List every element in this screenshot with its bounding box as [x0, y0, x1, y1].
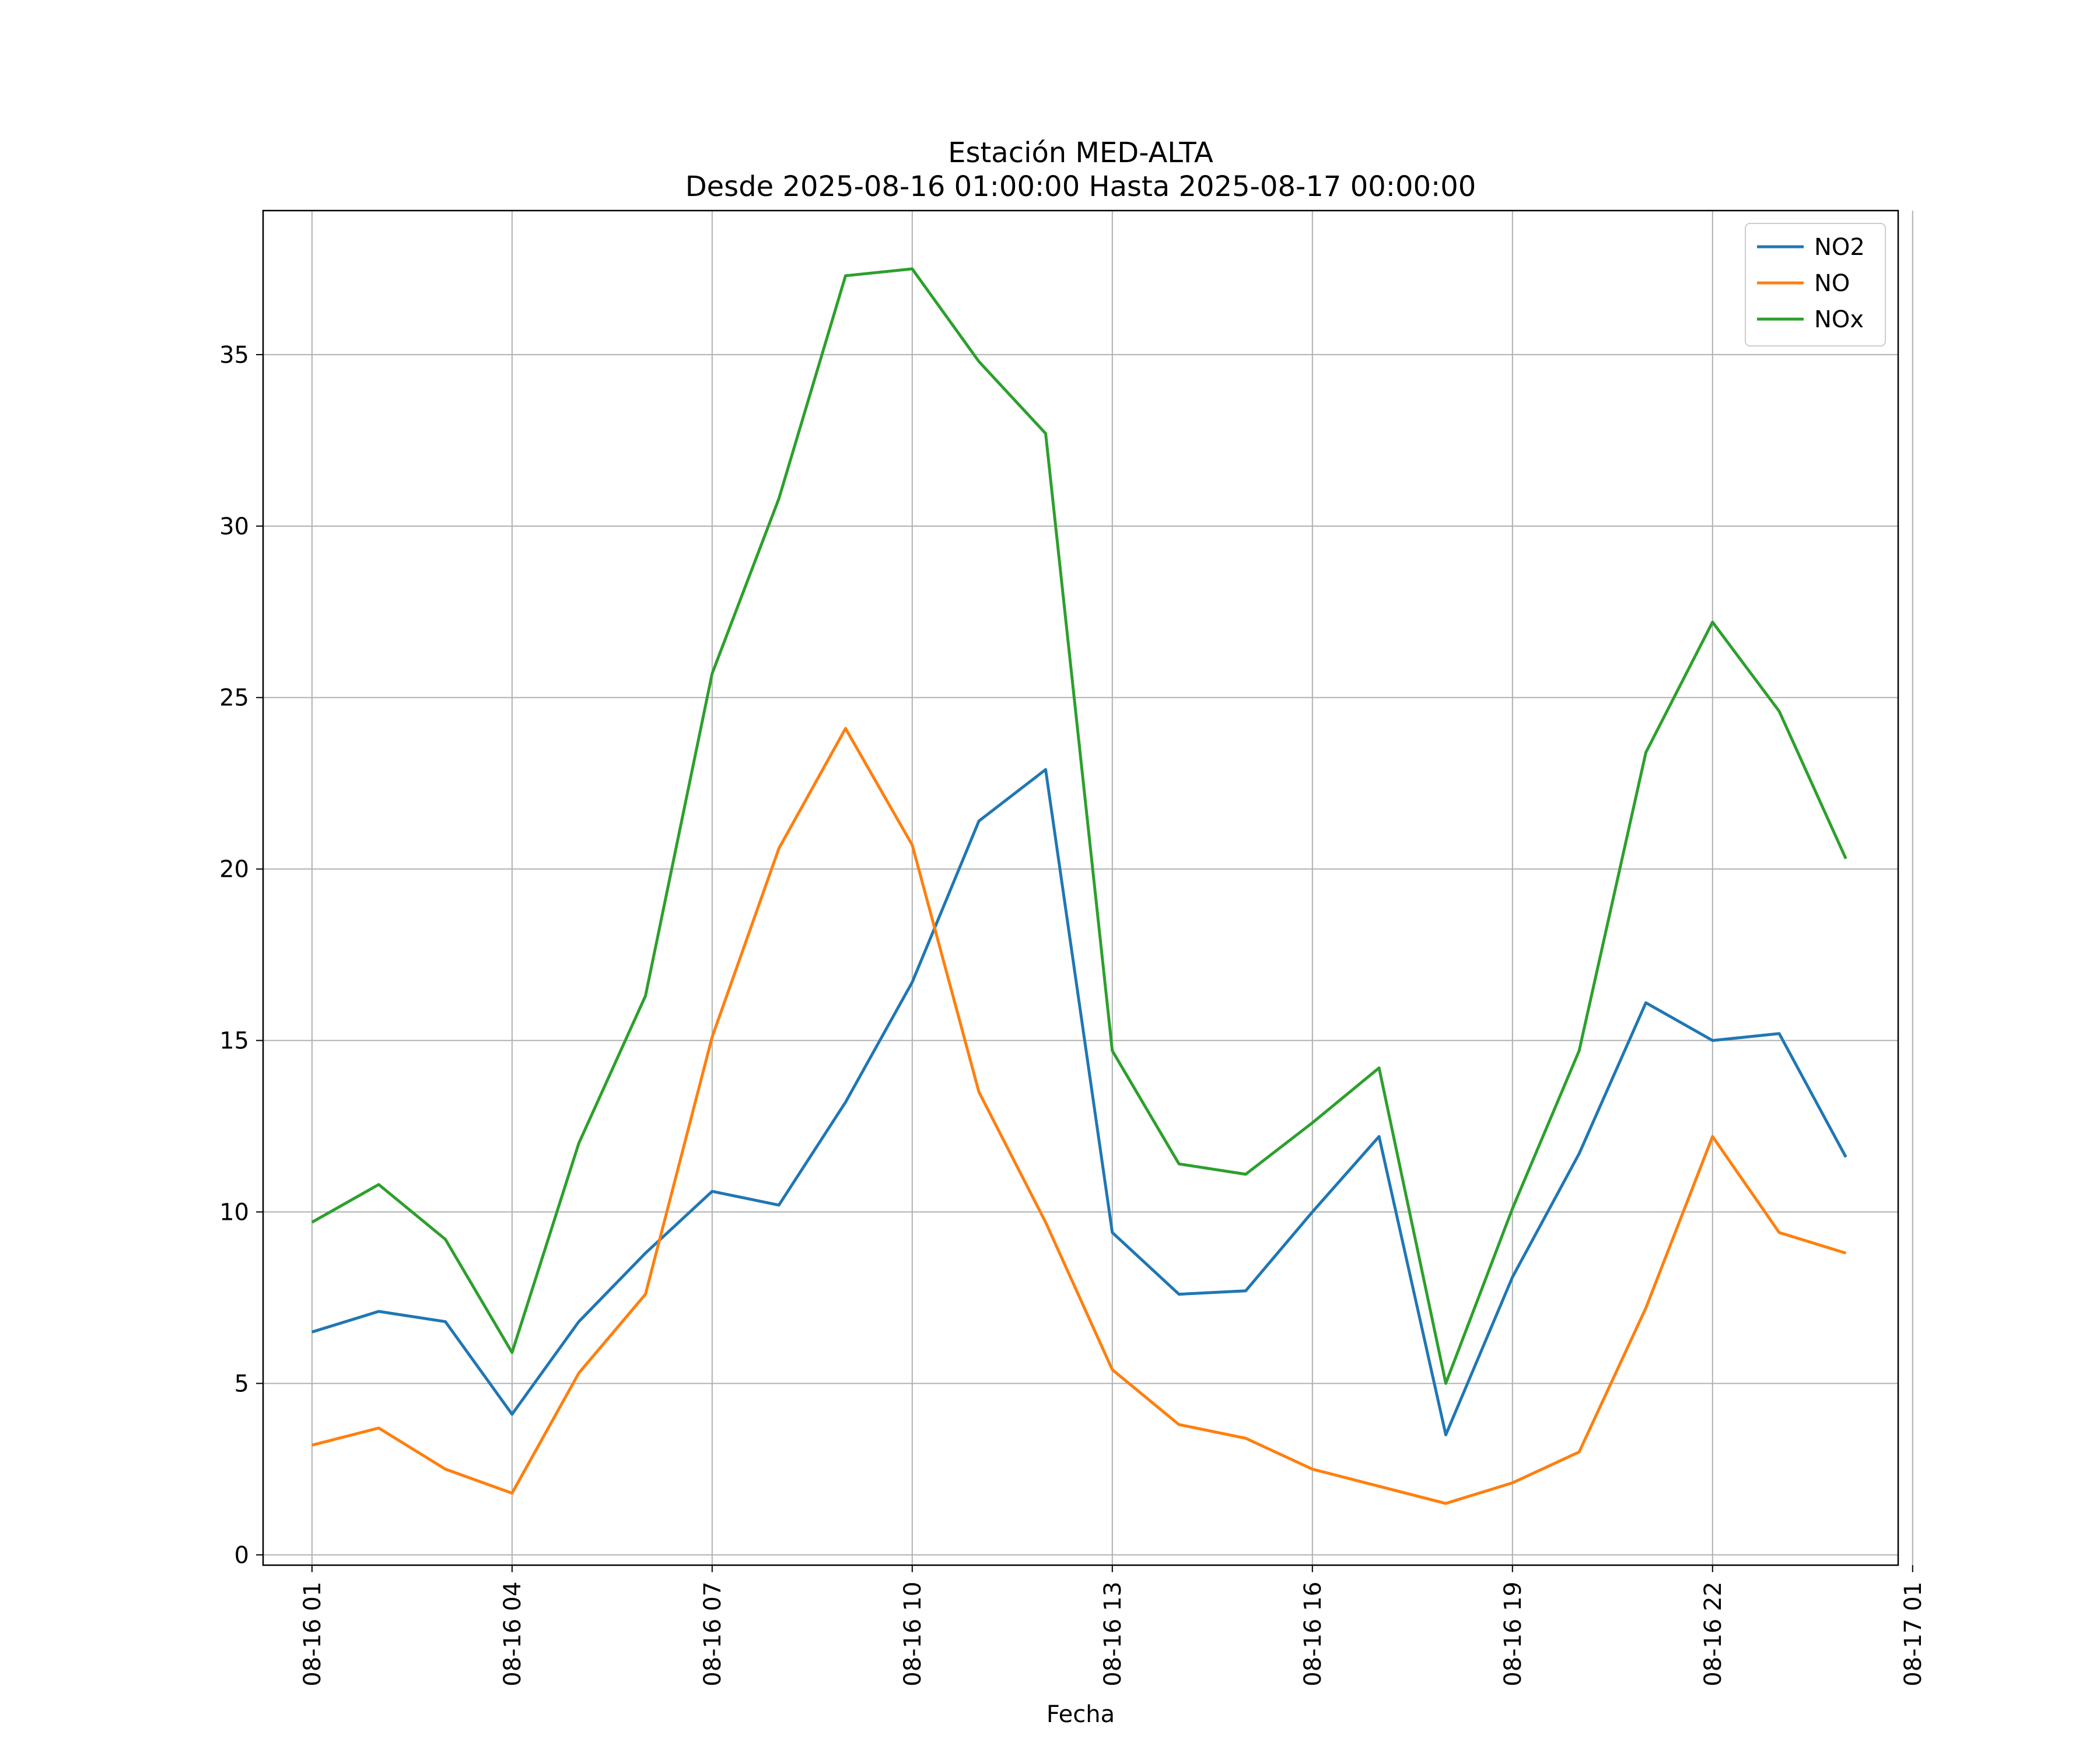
y-tick-label: 20: [219, 856, 249, 883]
x-tick-label: 08-16 16: [1300, 1581, 1326, 1686]
x-tick-label: 08-17 01: [1900, 1581, 1927, 1686]
x-tick-label: 08-16 19: [1500, 1581, 1527, 1686]
x-tick-label: 08-16 04: [499, 1581, 526, 1686]
chart-subtitle: Desde 2025-08-16 01:00:00 Hasta 2025-08-…: [685, 170, 1476, 203]
series-line-no2: [312, 768, 1847, 1437]
x-tick-label: 08-16 01: [299, 1581, 326, 1686]
y-axis: 0 5 10 15 20 25 30 35: [219, 342, 263, 1569]
grid: [263, 211, 1913, 1565]
series-lines: [311, 267, 1847, 1505]
y-tick-label: 5: [235, 1370, 249, 1397]
y-tick-label: 10: [219, 1199, 249, 1226]
x-tick-label: 08-16 07: [699, 1581, 726, 1686]
chart-title: Estación MED-ALTA: [948, 137, 1213, 169]
x-tick-label: 08-16 10: [900, 1581, 926, 1686]
y-tick-label: 30: [219, 513, 249, 540]
legend-label: NO2: [1814, 234, 1865, 261]
x-axis: 08-16 01 08-16 04 08-16 07 08-16 10 08-16 13…: [299, 1565, 1927, 1686]
legend-label: NOx: [1814, 306, 1864, 333]
legend-label: NO: [1814, 270, 1850, 297]
y-tick-label: 15: [219, 1028, 249, 1055]
series-line-no: [312, 727, 1847, 1505]
y-tick-label: 25: [219, 685, 249, 712]
y-tick-label: 0: [235, 1542, 249, 1569]
x-axis-label: Fecha: [1046, 1701, 1115, 1728]
x-tick-label: 08-16 22: [1700, 1581, 1727, 1686]
legend-box: [1745, 223, 1886, 347]
plot-frame: [262, 209, 1899, 1566]
series-line-nox: [311, 267, 1847, 1385]
legend: NO2 NO NOx: [1745, 223, 1886, 347]
y-tick-label: 35: [219, 342, 249, 369]
x-tick-label: 08-16 13: [1100, 1581, 1126, 1686]
